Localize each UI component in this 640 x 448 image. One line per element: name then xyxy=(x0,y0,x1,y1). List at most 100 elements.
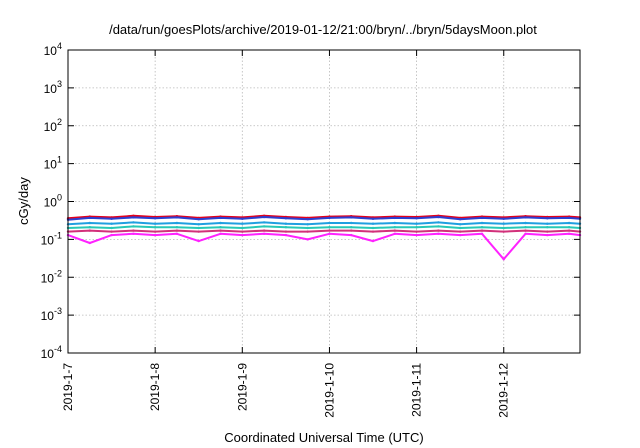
data-point xyxy=(262,215,266,219)
data-point xyxy=(197,226,200,230)
data-point xyxy=(567,229,571,232)
data-point xyxy=(219,232,222,235)
data-point xyxy=(306,226,309,230)
data-point xyxy=(306,230,309,233)
data-point xyxy=(328,216,331,220)
data-point xyxy=(88,241,92,245)
x-tick-labels: 2019-1-7 2019-1-8 2019-1-9 2019-1-10 2019-1-… xyxy=(61,363,511,418)
y-tick-exponent: -4 xyxy=(54,344,62,354)
y-tick-label: 10-3 xyxy=(41,306,62,323)
x-tick-label: 2019-1-11 xyxy=(410,363,424,417)
data-point xyxy=(502,222,505,225)
data-point xyxy=(567,221,571,225)
data-point xyxy=(459,218,462,221)
data-point xyxy=(132,232,135,235)
data-point xyxy=(328,221,331,225)
x-axis-label: Coordinated Universal Time (UTC) xyxy=(224,430,423,445)
data-point xyxy=(415,226,418,229)
data-point xyxy=(371,222,375,225)
data-point xyxy=(437,229,440,232)
data-point xyxy=(241,233,244,237)
data-point xyxy=(262,232,266,235)
data-point xyxy=(524,226,527,229)
y-tick-label: 103 xyxy=(44,79,62,96)
axis-ticks xyxy=(67,49,580,354)
data-point xyxy=(262,221,266,224)
data-point xyxy=(153,230,157,233)
data-point xyxy=(459,223,462,226)
data-point xyxy=(132,221,135,224)
data-point xyxy=(197,230,200,233)
y-tick-base: 10 xyxy=(44,120,58,134)
y-tick-base: 10 xyxy=(41,347,55,361)
data-point xyxy=(110,222,113,225)
data-point xyxy=(415,222,418,225)
chart-title: /data/run/goesPlots/archive/2019-01-12/2… xyxy=(109,22,537,37)
data-point xyxy=(175,221,179,225)
data-point xyxy=(175,229,179,232)
data-point xyxy=(350,216,353,219)
data-point xyxy=(415,230,418,233)
y-tick-exponent: -3 xyxy=(54,306,62,316)
data-point xyxy=(502,258,505,261)
y-tick-exponent: -1 xyxy=(54,230,62,240)
data-point xyxy=(284,230,288,233)
x-tick-label: 2019-1-8 xyxy=(148,363,162,411)
data-point xyxy=(350,226,353,229)
y-tick-exponent: 1 xyxy=(57,155,62,165)
data-point xyxy=(393,229,396,232)
data-point xyxy=(567,226,571,229)
data-point xyxy=(306,238,309,241)
data-point xyxy=(219,229,222,232)
data-point xyxy=(524,232,527,235)
y-tick-label: 101 xyxy=(44,155,62,172)
data-point xyxy=(110,233,113,237)
data-point xyxy=(437,225,440,228)
data-point xyxy=(502,230,505,233)
data-point xyxy=(219,221,222,225)
data-point xyxy=(175,232,179,235)
data-point xyxy=(546,217,549,220)
data-point xyxy=(546,230,549,233)
x-tick-label: 2019-1-12 xyxy=(497,363,511,418)
data-point xyxy=(284,217,288,220)
data-point xyxy=(219,216,222,220)
data-point xyxy=(502,217,505,220)
data-point xyxy=(241,230,244,233)
data-point xyxy=(459,226,462,230)
y-tick-label: 104 xyxy=(44,41,62,58)
y-tick-label: 102 xyxy=(44,117,62,134)
data-point xyxy=(284,222,288,225)
y-tick-label: 10-4 xyxy=(41,344,62,361)
data-point xyxy=(415,233,418,237)
data-point xyxy=(546,233,549,237)
data-point xyxy=(110,226,113,230)
data-point xyxy=(459,230,462,233)
data-point xyxy=(328,232,331,235)
y-tick-base: 10 xyxy=(44,158,58,172)
x-tick-label: 2019-1-9 xyxy=(235,363,249,411)
data-point xyxy=(110,217,113,220)
data-point xyxy=(350,221,353,225)
data-point xyxy=(284,233,288,237)
data-point xyxy=(306,218,309,221)
data-point xyxy=(546,226,549,229)
data-point xyxy=(480,226,484,229)
data-point xyxy=(175,226,179,229)
data-point xyxy=(567,232,571,235)
data-point xyxy=(88,226,92,229)
data-point xyxy=(197,239,200,243)
series-layer xyxy=(66,214,582,261)
data-point xyxy=(241,226,244,230)
data-point xyxy=(306,223,309,226)
y-tick-base: 10 xyxy=(44,196,58,210)
data-point xyxy=(350,233,353,237)
y-tick-exponent: 3 xyxy=(57,79,62,89)
y-tick-base: 10 xyxy=(41,309,55,323)
data-point xyxy=(175,216,179,219)
y-tick-exponent: 4 xyxy=(57,41,62,51)
data-point xyxy=(241,222,244,225)
data-point xyxy=(415,217,418,220)
y-tick-base: 10 xyxy=(44,44,58,58)
